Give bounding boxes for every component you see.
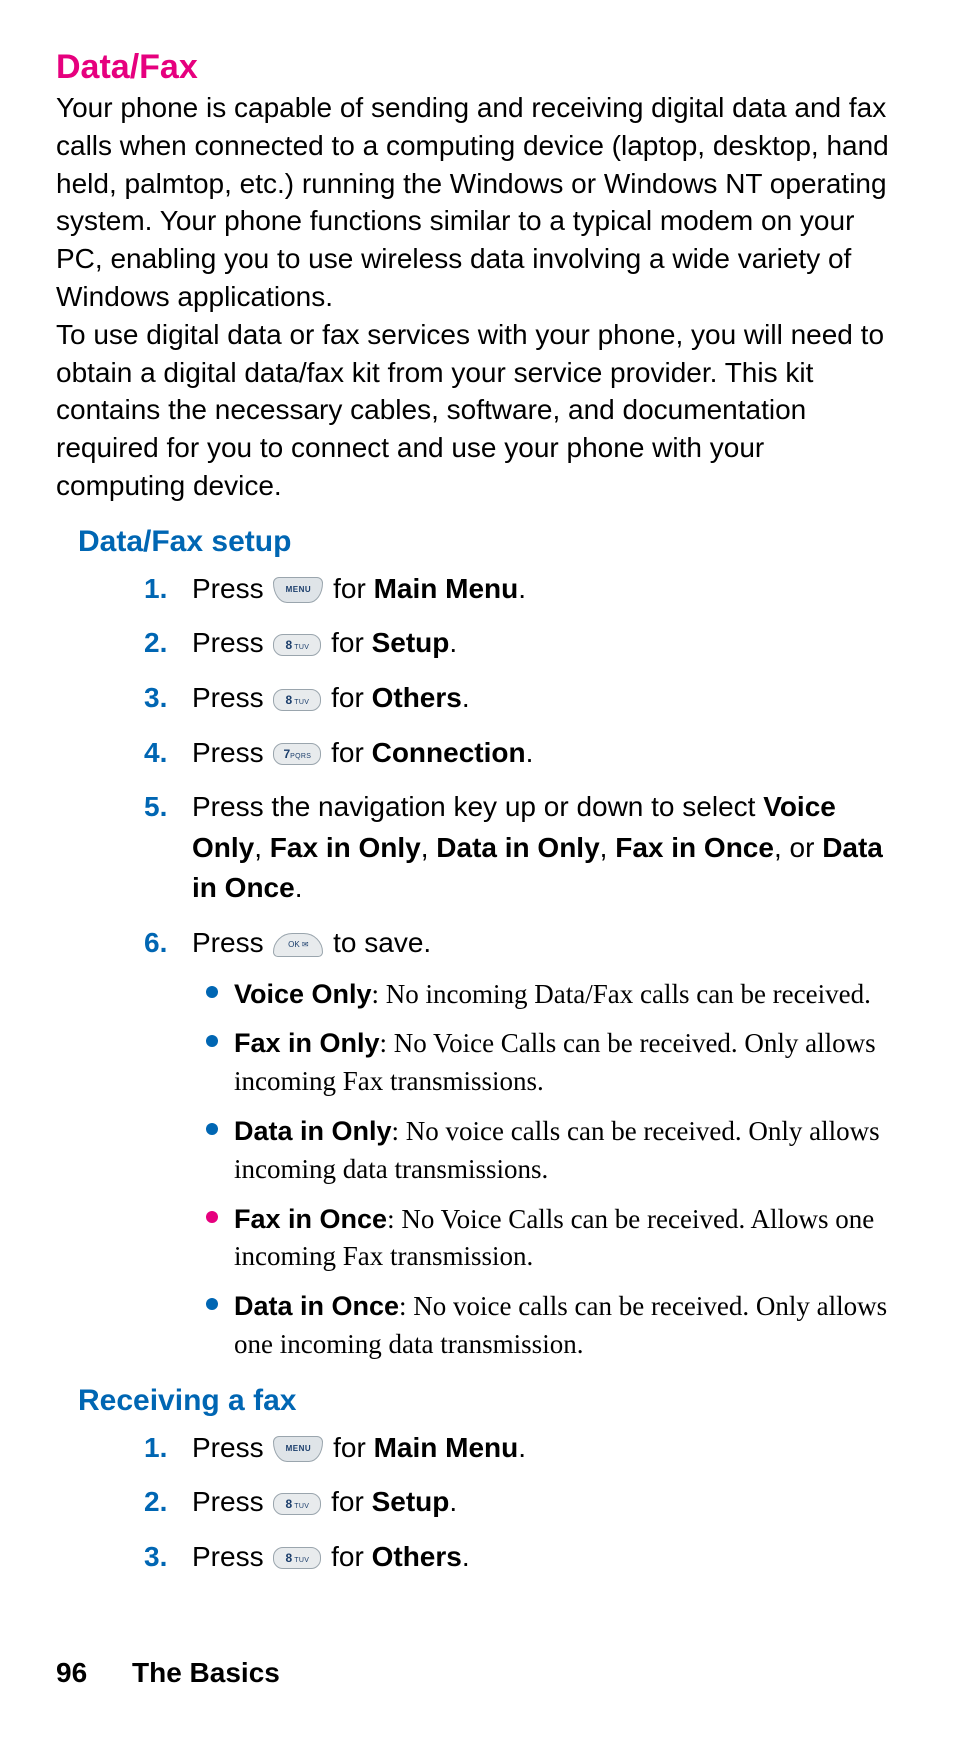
step-number: 1.	[144, 1428, 167, 1469]
step-6: 6. Press OK ✉ to save. Voice Only: No in…	[144, 923, 898, 1364]
heading-receiving-fax: Receiving a fax	[78, 1384, 898, 1418]
step-text-post: for	[323, 682, 371, 713]
step-number: 1.	[144, 569, 167, 610]
step-text-pre: Press	[192, 627, 271, 658]
step-bold: Setup	[372, 1486, 450, 1517]
step-text-pre: Press	[192, 682, 271, 713]
sub-item: Data in Only: No voice calls can be rece…	[192, 1113, 898, 1189]
sep: ,	[600, 832, 616, 863]
step-bold: Others	[372, 1541, 462, 1572]
sub-bold: Fax in Once	[234, 1204, 387, 1234]
sub-bold: Data in Only	[234, 1116, 392, 1146]
key-8-icon: 8 TUV	[273, 1547, 321, 1569]
bullet-icon	[206, 1211, 218, 1223]
sub-bold: Voice Only	[234, 979, 372, 1009]
step-number: 2.	[144, 1482, 167, 1523]
step-bold: Connection	[372, 737, 526, 768]
step-3: 3. Press 8 TUV for Others.	[144, 1537, 898, 1578]
key-digit: 8	[286, 1551, 293, 1565]
key-8-icon: 8 TUV	[273, 634, 321, 656]
step-end: .	[526, 737, 534, 768]
step-2: 2. Press 8 TUV for Setup.	[144, 623, 898, 664]
sub-bold: Data in Once	[234, 1291, 399, 1321]
intro-paragraph-2: To use digital data or fax services with…	[56, 316, 898, 505]
step-text-post: for	[323, 627, 371, 658]
key-7-icon: 7PQRS	[273, 743, 321, 765]
sep: , or	[774, 832, 822, 863]
sub-bullets: Voice Only: No incoming Data/Fax calls c…	[192, 976, 898, 1364]
step-end: .	[462, 1541, 470, 1572]
key-letters: PQRS	[290, 753, 311, 760]
step-number: 3.	[144, 678, 167, 719]
step-number: 4.	[144, 733, 167, 774]
step-text-pre: Press	[192, 1541, 271, 1572]
step-1: 1. Press MENU for Main Menu.	[144, 569, 898, 610]
step-end: .	[295, 872, 303, 903]
step-5: 5. Press the navigation key up or down t…	[144, 787, 898, 909]
step-text-post: to save.	[325, 927, 431, 958]
step-number: 5.	[144, 787, 167, 828]
page-footer: 96The Basics	[56, 1657, 898, 1689]
step-number: 6.	[144, 923, 167, 964]
step-bold: Setup	[372, 627, 450, 658]
sub-item: Voice Only: No incoming Data/Fax calls c…	[192, 976, 898, 1014]
step-text-post: for	[323, 1486, 371, 1517]
heading-data-fax: Data/Fax	[56, 48, 898, 87]
sub-item: Data in Once: No voice calls can be rece…	[192, 1288, 898, 1364]
step-end: .	[449, 627, 457, 658]
step-3: 3. Press 8 TUV for Others.	[144, 678, 898, 719]
step-text-post: for	[325, 1432, 373, 1463]
step-number: 2.	[144, 623, 167, 664]
bullet-icon	[206, 986, 218, 998]
opt4: Fax in Once	[615, 832, 774, 863]
step-text-post: for	[323, 737, 371, 768]
step-text-pre: Press	[192, 1432, 271, 1463]
key-letters: TUV	[292, 1557, 309, 1564]
bullet-icon	[206, 1298, 218, 1310]
key-digit: 8	[286, 1497, 293, 1511]
heading-setup: Data/Fax setup	[78, 525, 898, 559]
step-bold: Main Menu	[374, 573, 519, 604]
key-8-icon: 8 TUV	[273, 689, 321, 711]
menu-key-icon: MENU	[273, 577, 323, 603]
sub-item: Fax in Once: No Voice Calls can be recei…	[192, 1201, 898, 1277]
step-text-pre: Press	[192, 927, 271, 958]
step-1: 1. Press MENU for Main Menu.	[144, 1428, 898, 1469]
step-end: .	[518, 1432, 526, 1463]
page-number: 96	[56, 1657, 132, 1689]
sep: ,	[254, 832, 270, 863]
step-end: .	[462, 682, 470, 713]
steps-receiving: 1. Press MENU for Main Menu. 2. Press 8 …	[144, 1428, 898, 1578]
step-text-post: for	[323, 1541, 371, 1572]
step-end: .	[449, 1486, 457, 1517]
sub-bold: Fax in Only	[234, 1028, 380, 1058]
step-end: .	[518, 573, 526, 604]
menu-key-icon: MENU	[273, 1436, 323, 1462]
ok-key-icon: OK ✉	[273, 933, 323, 957]
key-letters: TUV	[292, 644, 309, 651]
opt2: Fax in Only	[270, 832, 421, 863]
step-number: 3.	[144, 1537, 167, 1578]
step-text-pre: Press	[192, 573, 271, 604]
opt3: Data in Only	[436, 832, 599, 863]
footer-title: The Basics	[132, 1657, 280, 1688]
step-4: 4. Press 7PQRS for Connection.	[144, 733, 898, 774]
sub-item: Fax in Only: No Voice Calls can be recei…	[192, 1025, 898, 1101]
step-bold: Others	[372, 682, 462, 713]
step-text-post: for	[325, 573, 373, 604]
sub-rest: : No incoming Data/Fax calls can be rece…	[372, 979, 871, 1009]
intro-paragraph-1: Your phone is capable of sending and rec…	[56, 89, 898, 316]
step-text-pre: Press	[192, 1486, 271, 1517]
bullet-icon	[206, 1035, 218, 1047]
steps-setup: 1. Press MENU for Main Menu. 2. Press 8 …	[144, 569, 898, 1364]
step-text-pre: Press	[192, 737, 271, 768]
key-letters: TUV	[292, 1503, 309, 1510]
bullet-icon	[206, 1123, 218, 1135]
key-letters: TUV	[292, 699, 309, 706]
step-text-pre: Press the navigation key up or down to s…	[192, 791, 763, 822]
step-bold: Main Menu	[374, 1432, 519, 1463]
step-2: 2. Press 8 TUV for Setup.	[144, 1482, 898, 1523]
key-8-icon: 8 TUV	[273, 1493, 321, 1515]
sep: ,	[421, 832, 437, 863]
